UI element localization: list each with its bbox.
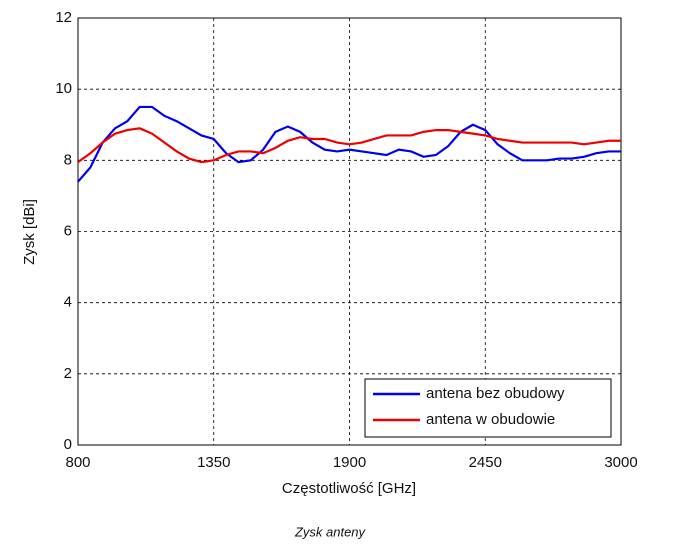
y-tick-label: 8 — [64, 151, 72, 168]
caption: Zysk anteny — [294, 524, 367, 539]
legend-label: antena w obudowie — [426, 411, 555, 428]
data-line — [77, 105, 621, 183]
data-line — [77, 127, 621, 164]
plot-frame — [77, 17, 622, 446]
legend-label: antena bez obudowy — [426, 385, 565, 402]
y-tick-label: 2 — [64, 365, 72, 382]
x-tick-label: 2450 — [469, 454, 502, 471]
y-tick-label: 4 — [64, 294, 72, 311]
x-tick-label: 1900 — [333, 454, 366, 471]
x-tick-label: 800 — [65, 454, 90, 471]
x-axis-label: Częstotliwość [GHz] — [282, 480, 416, 497]
legend-box — [364, 378, 612, 438]
y-axis-label: Zysk [dBi] — [21, 199, 38, 265]
x-tick-label: 3000 — [604, 454, 637, 471]
y-tick-label: 6 — [64, 222, 72, 239]
y-tick-label: 12 — [55, 9, 72, 26]
y-tick-label: 0 — [64, 436, 72, 453]
y-tick-label: 10 — [55, 80, 72, 97]
x-tick-label: 1350 — [197, 454, 230, 471]
